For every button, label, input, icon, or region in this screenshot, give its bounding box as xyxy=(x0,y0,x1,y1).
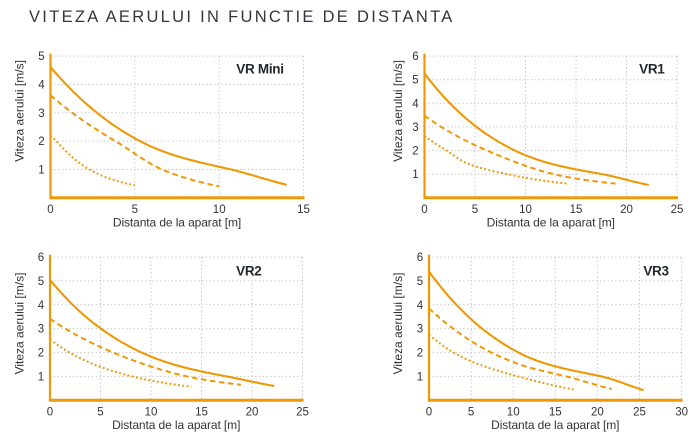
svg-text:3: 3 xyxy=(38,108,44,120)
svg-text:25: 25 xyxy=(296,406,309,418)
svg-text:Viteza aerului [m/s]: Viteza aerului [m/s] xyxy=(13,273,27,375)
svg-text:5: 5 xyxy=(38,51,44,63)
svg-text:10: 10 xyxy=(145,406,158,418)
svg-text:4: 4 xyxy=(417,300,424,312)
svg-text:1: 1 xyxy=(417,371,423,383)
svg-text:3: 3 xyxy=(38,324,44,336)
svg-text:1: 1 xyxy=(38,371,44,383)
svg-text:6: 6 xyxy=(38,252,44,264)
svg-text:25: 25 xyxy=(633,406,646,418)
svg-text:5: 5 xyxy=(468,406,474,418)
svg-text:0: 0 xyxy=(47,406,53,418)
svg-text:0: 0 xyxy=(47,204,53,216)
svg-text:5: 5 xyxy=(412,75,418,87)
svg-text:4: 4 xyxy=(38,79,45,91)
svg-text:2: 2 xyxy=(38,348,44,360)
svg-text:VITEZA AERULUI IN FUNCTIE DE D: VITEZA AERULUI IN FUNCTIE DE DISTANTA xyxy=(29,8,455,26)
svg-text:2: 2 xyxy=(417,348,423,360)
svg-text:15: 15 xyxy=(549,406,562,418)
svg-text:VR3: VR3 xyxy=(643,263,669,278)
svg-text:VR1: VR1 xyxy=(639,62,665,77)
svg-text:Distanta de la aparat [m]: Distanta de la aparat [m] xyxy=(113,215,241,229)
svg-text:10: 10 xyxy=(519,204,532,216)
svg-text:1: 1 xyxy=(38,165,44,177)
svg-text:Distanta de la aparat [m]: Distanta de la aparat [m] xyxy=(487,215,615,229)
svg-text:5: 5 xyxy=(417,276,423,288)
svg-text:15: 15 xyxy=(570,204,583,216)
svg-text:5: 5 xyxy=(472,204,478,216)
svg-text:VR2: VR2 xyxy=(236,263,261,278)
svg-text:VR Mini: VR Mini xyxy=(236,62,283,77)
svg-text:20: 20 xyxy=(620,204,633,216)
svg-text:30: 30 xyxy=(675,406,688,418)
svg-text:2: 2 xyxy=(412,146,418,158)
svg-text:1: 1 xyxy=(412,169,418,181)
svg-text:15: 15 xyxy=(297,204,310,216)
svg-text:20: 20 xyxy=(591,406,604,418)
svg-text:15: 15 xyxy=(195,406,208,418)
svg-text:3: 3 xyxy=(412,122,418,134)
svg-text:3: 3 xyxy=(417,324,423,336)
svg-text:5: 5 xyxy=(132,204,138,216)
svg-text:5: 5 xyxy=(97,406,103,418)
svg-text:5: 5 xyxy=(38,276,44,288)
svg-text:Viteza aerului [m/s]: Viteza aerului [m/s] xyxy=(391,273,405,375)
svg-text:4: 4 xyxy=(412,98,419,110)
svg-text:25: 25 xyxy=(671,204,684,216)
svg-text:Viteza aerului [m/s]: Viteza aerului [m/s] xyxy=(13,60,27,162)
svg-text:Distanta de la aparat [m]: Distanta de la aparat [m] xyxy=(491,418,619,432)
svg-text:Viteza aerului [m/s]: Viteza aerului [m/s] xyxy=(391,60,405,162)
svg-text:0: 0 xyxy=(421,204,427,216)
svg-text:2: 2 xyxy=(38,136,44,148)
svg-text:20: 20 xyxy=(246,406,259,418)
svg-text:6: 6 xyxy=(412,51,418,63)
svg-text:Distanta de la aparat [m]: Distanta de la aparat [m] xyxy=(112,418,240,432)
svg-text:6: 6 xyxy=(417,252,423,264)
svg-text:10: 10 xyxy=(507,406,520,418)
svg-text:10: 10 xyxy=(213,204,226,216)
svg-text:0: 0 xyxy=(426,406,432,418)
svg-text:4: 4 xyxy=(38,300,45,312)
